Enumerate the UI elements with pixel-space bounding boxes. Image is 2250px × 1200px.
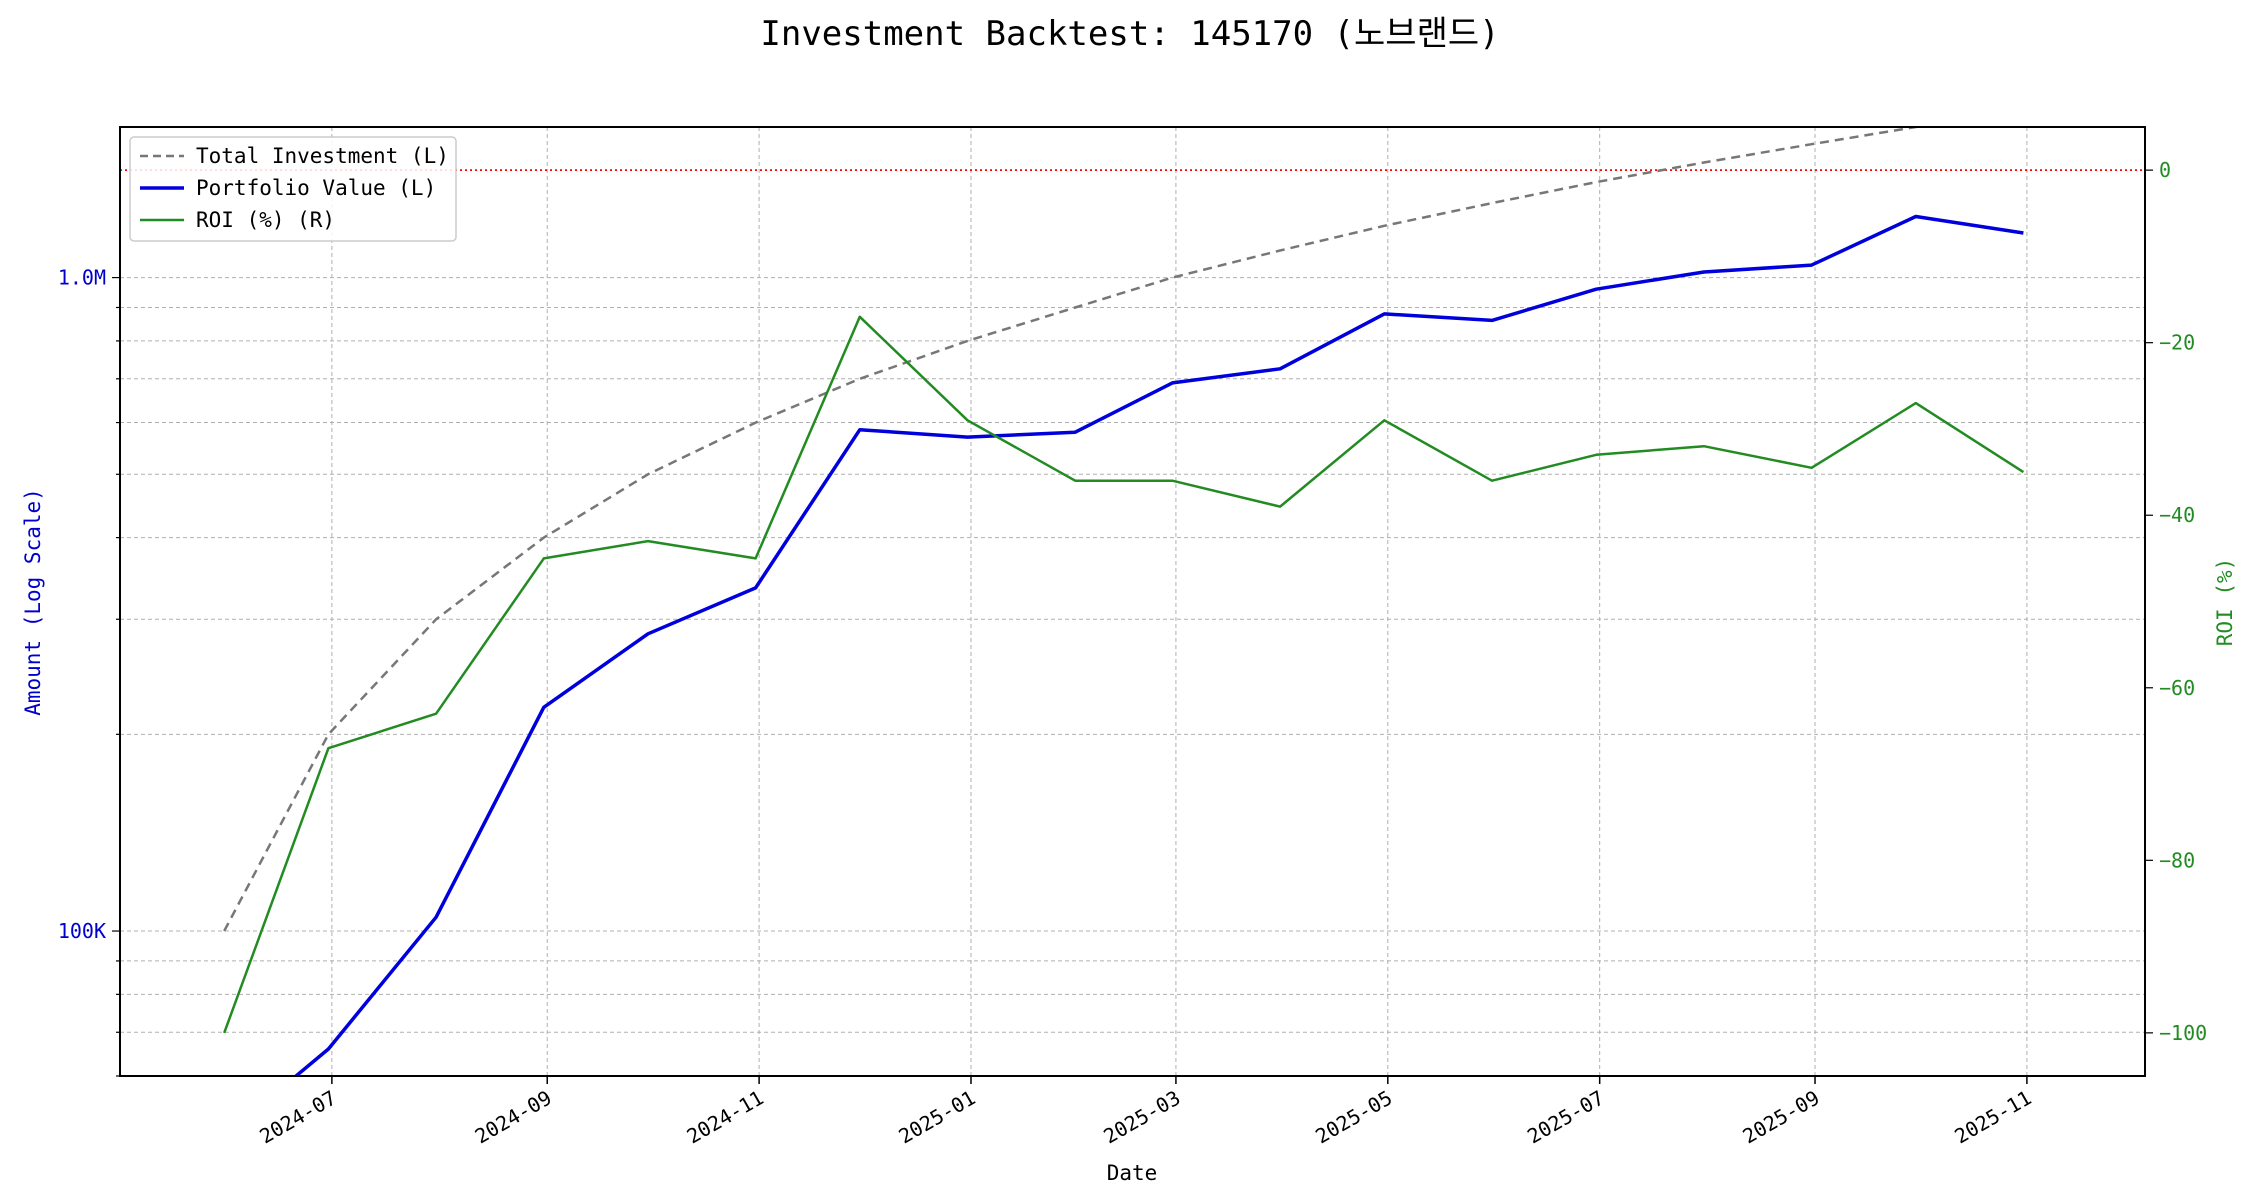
x-tick-label-2025-07: 2025-07 xyxy=(1523,1086,1608,1149)
left-tick-label-1.0M: 1.0M xyxy=(58,266,106,290)
chart-title: Investment Backtest: 145170 (노브랜드) xyxy=(760,14,1499,54)
x-axis-label: Date xyxy=(1107,1161,1158,1185)
right-tick-label--80: −80 xyxy=(2159,848,2195,872)
legend-box xyxy=(129,136,457,242)
series-line-portfolio-value xyxy=(293,214,2024,1076)
right-tick-label--40: −40 xyxy=(2159,503,2195,527)
series-line-roi xyxy=(223,315,2025,1034)
series-line-total-investment xyxy=(223,127,1925,932)
x-tick-label-2025-11: 2025-11 xyxy=(1950,1086,2035,1149)
right-y-axis: 0 −20 −40 −60 −80 −100 xyxy=(2145,158,2207,1045)
left-tick-label-100K: 100K xyxy=(58,919,106,943)
plot-frame xyxy=(119,126,2146,1077)
legend-label-total-investment: Total Investment (L) xyxy=(196,144,449,168)
x-tick-label-2025-03: 2025-03 xyxy=(1099,1086,1184,1149)
right-tick-label--20: −20 xyxy=(2159,331,2195,355)
right-tick-label--100: −100 xyxy=(2159,1021,2207,1045)
x-tick-label-2025-05: 2025-05 xyxy=(1311,1086,1396,1149)
right-y-axis-label: ROI (%) xyxy=(2213,558,2237,647)
x-tick-label-2025-09: 2025-09 xyxy=(1739,1086,1824,1149)
left-y-axis: 100K 1.0M xyxy=(58,266,120,1077)
legend-label-portfolio-value: Portfolio Value (L) xyxy=(196,176,436,200)
legend-label-roi: ROI (%) (R) xyxy=(196,208,335,232)
x-axis: 2024-07 2024-09 2024-11 2025-01 2025-03 2025-… xyxy=(255,1076,2035,1148)
x-tick-label-2024-07: 2024-07 xyxy=(255,1086,340,1149)
right-tick-label-0: 0 xyxy=(2159,158,2171,182)
series-layer xyxy=(223,127,2025,1076)
legend: Total Investment (L) Portfolio Value (L)… xyxy=(129,136,457,242)
x-tick-label-2024-11: 2024-11 xyxy=(683,1086,768,1149)
grid xyxy=(120,127,2145,1077)
left-y-axis-label: Amount (Log Scale) xyxy=(21,488,45,716)
right-tick-label--60: −60 xyxy=(2159,676,2195,700)
x-tick-label-2025-01: 2025-01 xyxy=(894,1086,979,1149)
x-tick-label-2024-09: 2024-09 xyxy=(471,1086,556,1149)
